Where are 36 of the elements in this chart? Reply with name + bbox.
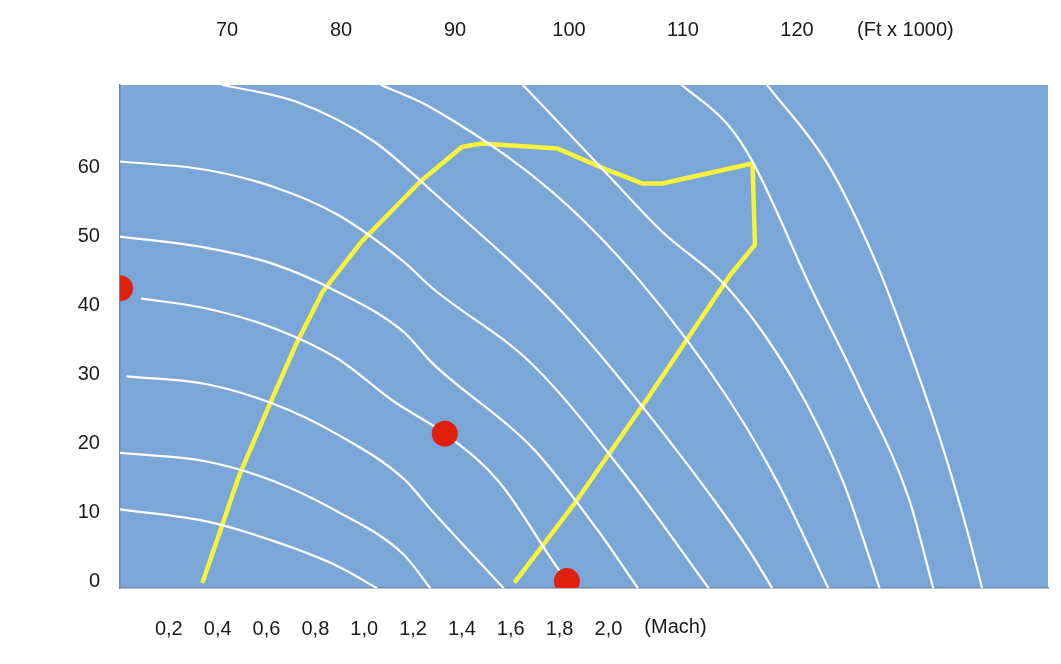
y-tick-label: 40 — [77, 293, 100, 316]
text: 80 — [329, 17, 353, 40]
text: 100 — [552, 17, 586, 40]
y-tick-label: 20 — [77, 430, 100, 453]
x-axis-title: (Mach) — [644, 614, 707, 637]
text: 70 — [215, 17, 239, 40]
line-series — [766, 85, 984, 588]
y-tick-label: 10 — [77, 499, 100, 522]
x-tick-label: 1,2 — [399, 616, 427, 639]
line-series — [126, 375, 505, 588]
x-tick-label: 1,8 — [545, 616, 574, 639]
x-tick-label: 2,0 — [594, 616, 623, 639]
x-tick-label: 0,8 — [301, 616, 330, 639]
point — [431, 420, 458, 447]
y-tick-label: 0 — [88, 568, 100, 591]
y-tick-label: 30 — [77, 361, 100, 384]
x-tick-label: 1,4 — [447, 616, 476, 639]
x-tick-label: 1,6 — [496, 616, 525, 639]
line-series — [120, 451, 432, 588]
line-series — [120, 508, 378, 588]
y-tick-label: 60 — [77, 155, 100, 178]
line-series — [120, 160, 710, 588]
x-tick-label: 1,0 — [350, 616, 379, 639]
line-series — [221, 85, 774, 588]
x-tick-label: 0,6 — [252, 616, 281, 639]
x-tick-label: 0,4 — [203, 616, 232, 639]
y-tick-label: 50 — [77, 224, 100, 247]
text: 90 — [443, 17, 467, 40]
x-tick-label: 0,2 — [154, 616, 183, 639]
text: 110 — [667, 17, 699, 40]
line-series — [680, 85, 935, 588]
text: 120 — [780, 17, 814, 40]
text: (Ft x 1000) — [857, 17, 954, 40]
line-series — [521, 85, 881, 588]
line-series — [380, 85, 830, 588]
line-series — [120, 235, 639, 588]
